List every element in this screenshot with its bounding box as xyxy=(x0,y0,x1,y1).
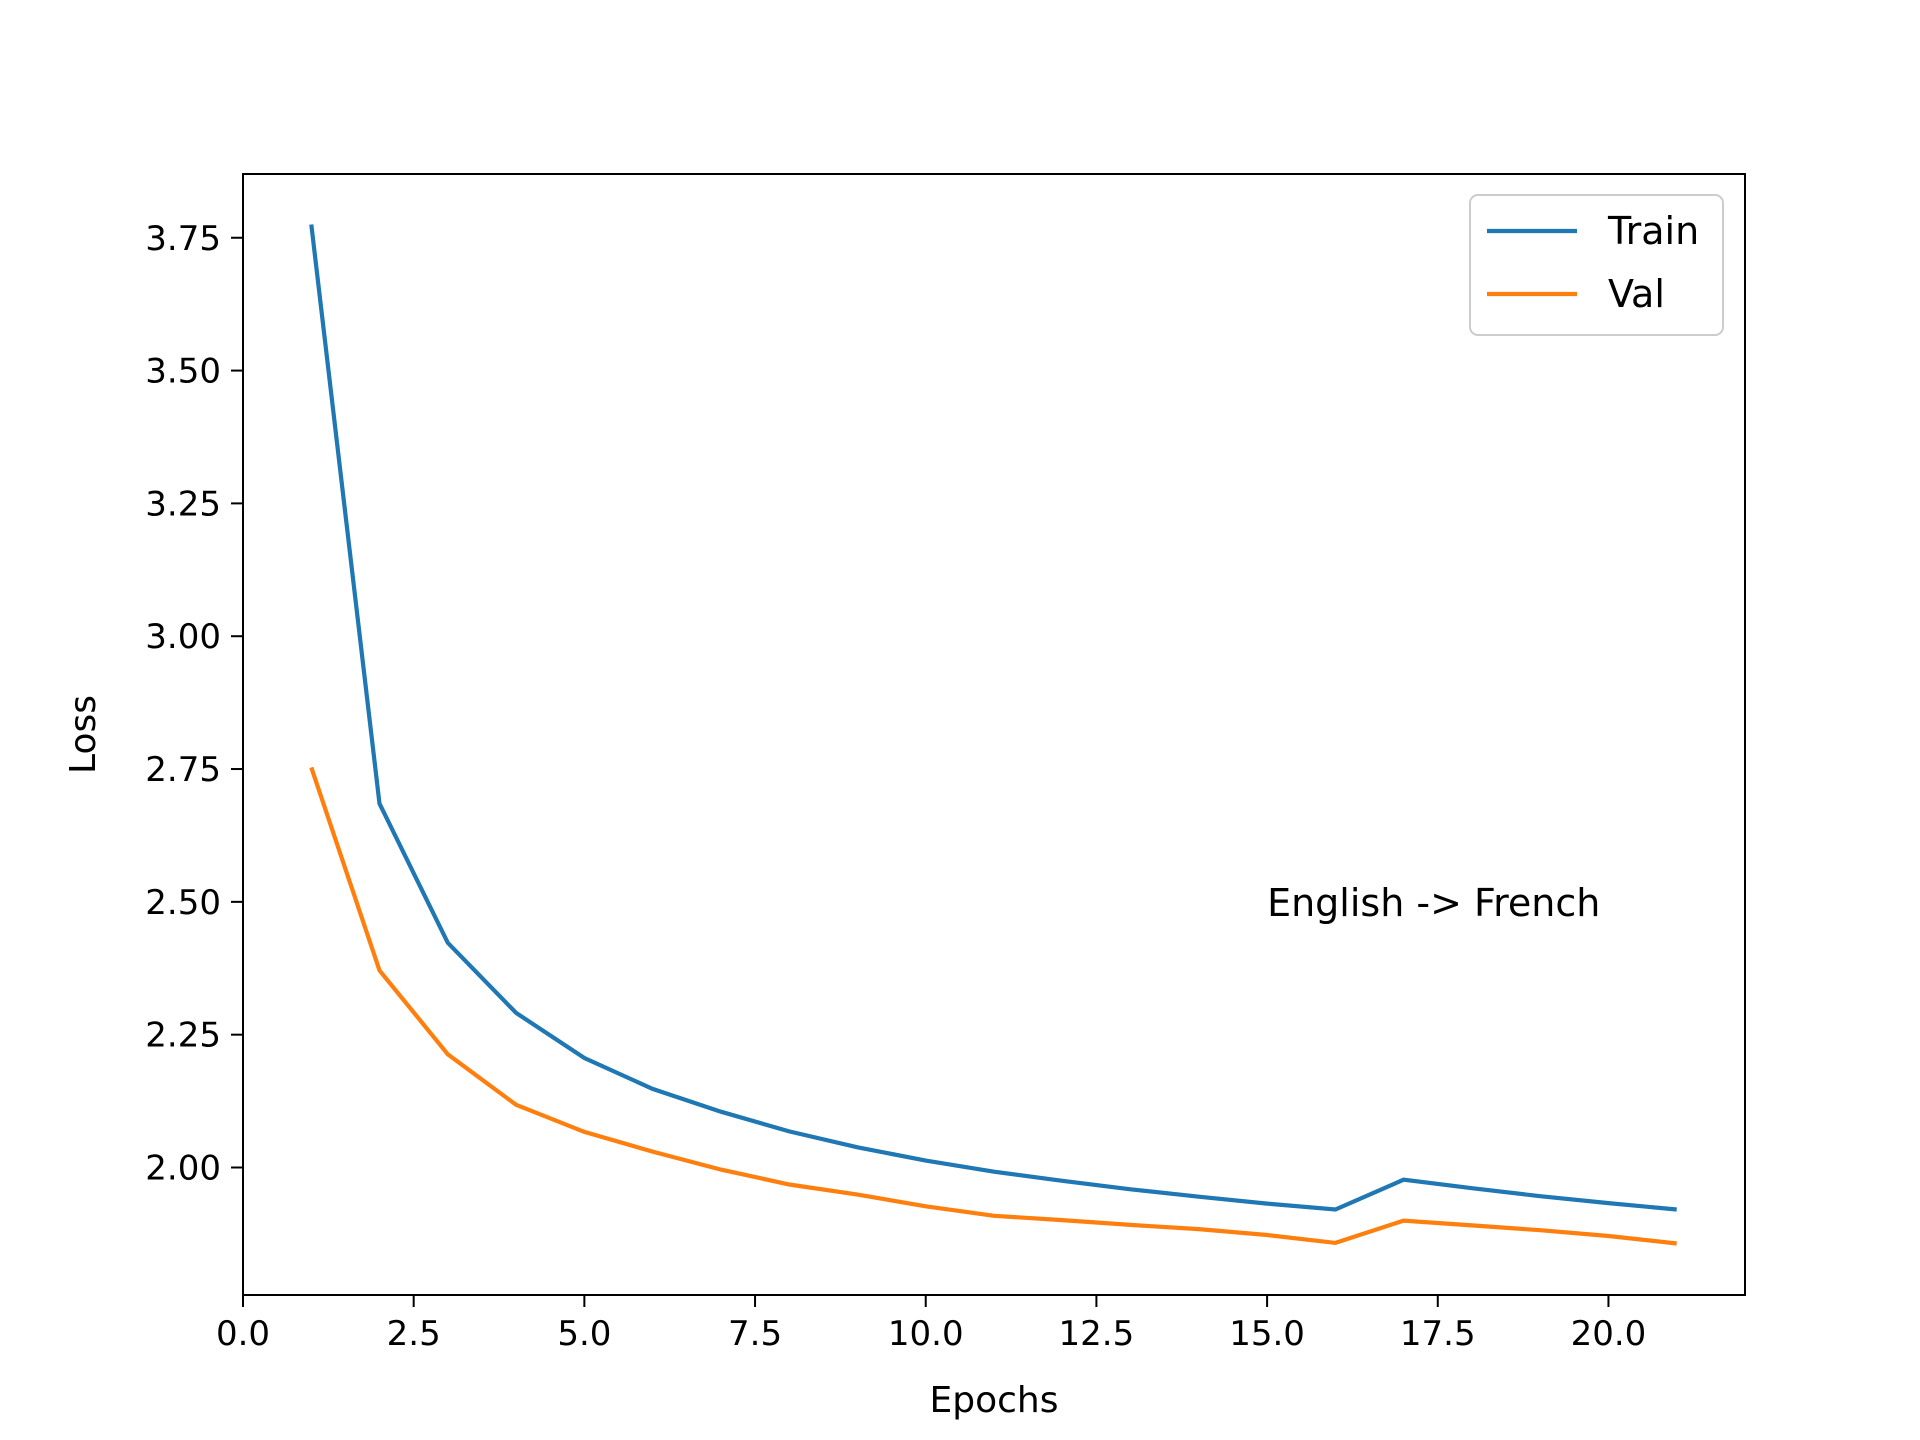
x-axis-ticks: 0.0 2.5 5.0 7.5 10.0 12.5 15.0 17.5 20.0 xyxy=(216,1295,1646,1354)
plot-frame xyxy=(242,173,1746,1296)
x-tick-label: 20.0 xyxy=(1571,1314,1647,1354)
legend-label-train: Train xyxy=(1607,209,1699,253)
y-tick-label: 2.50 xyxy=(145,883,221,923)
x-tick-label: 10.0 xyxy=(888,1314,964,1354)
y-tick-label: 3.00 xyxy=(145,617,221,657)
plot-area xyxy=(242,173,1746,1296)
x-tick-label: 17.5 xyxy=(1400,1314,1476,1354)
annotation-text: English -> French xyxy=(1267,881,1600,925)
x-tick-label: 15.0 xyxy=(1229,1314,1305,1354)
series-line-val xyxy=(309,766,1677,1246)
y-axis-ticks: 2.00 2.25 2.50 2.75 3.00 3.25 3.50 3.75 xyxy=(145,219,243,1188)
y-tick-label: 2.25 xyxy=(145,1016,221,1056)
x-tick-label: 7.5 xyxy=(728,1314,782,1354)
y-tick-label: 3.25 xyxy=(145,484,221,524)
series-line-train xyxy=(309,224,1677,1212)
y-axis-title: Loss xyxy=(63,695,104,774)
x-tick-label: 12.5 xyxy=(1059,1314,1135,1354)
x-tick-label: 2.5 xyxy=(387,1314,441,1354)
legend: Train Val xyxy=(1469,194,1724,336)
legend-label-val: Val xyxy=(1608,272,1665,316)
y-tick-label: 2.00 xyxy=(145,1148,221,1188)
y-tick-label: 3.50 xyxy=(145,352,221,392)
x-axis-title: Epochs xyxy=(930,1380,1059,1421)
x-tick-label: 5.0 xyxy=(557,1314,611,1354)
y-tick-label: 2.75 xyxy=(145,750,221,790)
x-tick-label: 0.0 xyxy=(216,1314,270,1354)
y-tick-label: 3.75 xyxy=(145,219,221,259)
